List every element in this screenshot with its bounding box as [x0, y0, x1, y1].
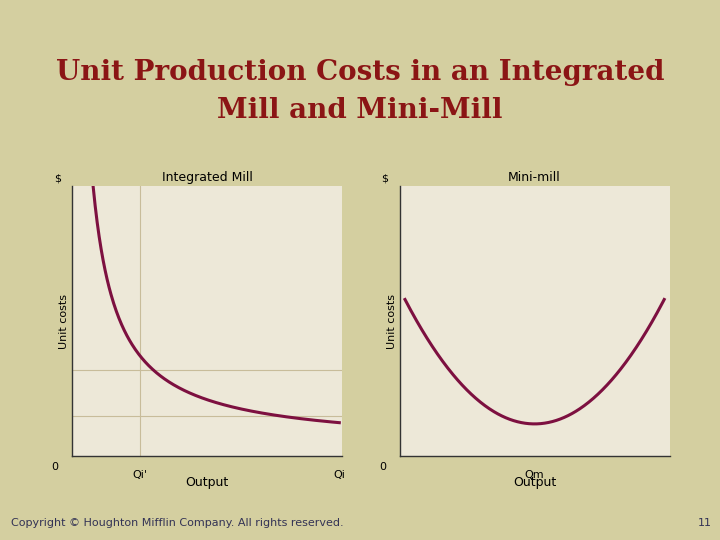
Text: Copyright © Houghton Mifflin Company. All rights reserved.: Copyright © Houghton Mifflin Company. Al…: [11, 518, 343, 528]
X-axis label: Output: Output: [513, 476, 557, 489]
Text: Qm: Qm: [525, 470, 544, 480]
Text: Qi: Qi: [333, 470, 345, 480]
Text: 11: 11: [698, 518, 711, 528]
Text: Mill and Mini-Mill: Mill and Mini-Mill: [217, 97, 503, 124]
Text: $: $: [54, 173, 60, 184]
Title: Integrated Mill: Integrated Mill: [161, 171, 253, 184]
Text: 0: 0: [52, 462, 58, 472]
Y-axis label: Unit costs: Unit costs: [387, 294, 397, 349]
X-axis label: Output: Output: [185, 476, 229, 489]
Text: Unit Production Costs in an Integrated: Unit Production Costs in an Integrated: [55, 59, 665, 86]
Title: Mini-mill: Mini-mill: [508, 171, 561, 184]
Y-axis label: Unit costs: Unit costs: [59, 294, 69, 349]
Text: $: $: [382, 173, 388, 184]
Text: 0: 0: [379, 462, 386, 472]
Text: Qi': Qi': [132, 470, 147, 480]
